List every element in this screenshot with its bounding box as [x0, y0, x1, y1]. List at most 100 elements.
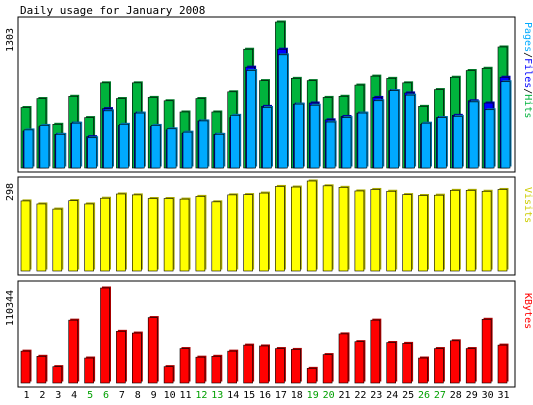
pages-bar: [389, 90, 400, 169]
day-label: 2: [39, 390, 45, 401]
kbytes-bars: [20, 286, 509, 384]
day-label: 8: [135, 390, 141, 401]
kbytes-bar: [338, 333, 349, 384]
visits-bar: [195, 196, 206, 272]
legend-files: Files: [522, 58, 533, 88]
visits-legend: Visits: [522, 187, 533, 223]
kbytes-panel-frame: [17, 280, 516, 388]
visits-bar: [179, 198, 190, 272]
kbytes-bar: [386, 342, 397, 384]
pages-bar: [198, 120, 209, 169]
day-label: 3: [55, 390, 61, 401]
visits-bar: [20, 200, 31, 272]
visits-bar: [132, 194, 142, 272]
kbytes-bar: [465, 348, 476, 384]
day-label: 23: [370, 390, 382, 401]
day-label: 5: [87, 390, 93, 401]
pages-bar: [500, 81, 511, 169]
legend-hits: Hits: [522, 94, 533, 118]
visits-bar: [116, 193, 126, 272]
pages-bar: [150, 125, 161, 169]
pages-bar: [437, 117, 447, 169]
visits-bar: [449, 190, 460, 272]
visits-bar: [259, 192, 269, 272]
day-label: 29: [466, 390, 478, 401]
chart-title: Daily usage for January 2008: [20, 4, 205, 17]
pages-bar: [23, 129, 34, 169]
kbytes-bar: [275, 348, 285, 384]
day-label: 16: [259, 390, 271, 401]
hits-panel-frame: [17, 16, 516, 173]
hits-bars: [20, 20, 512, 169]
day-label: 31: [497, 390, 509, 401]
day-label: 15: [243, 390, 255, 401]
visits-bar: [227, 194, 237, 272]
pages-bar: [262, 107, 272, 169]
kbytes-bar: [354, 341, 365, 384]
kbytes-bar: [481, 318, 492, 384]
legend-kbytes: KBytes: [522, 293, 533, 329]
visits-bar: [68, 200, 78, 272]
day-label: 19: [307, 390, 319, 401]
visits-bar: [147, 198, 158, 272]
kbytes-bar: [163, 366, 174, 384]
day-label: 4: [71, 390, 77, 401]
kbytes-bar: [402, 343, 412, 384]
pages-bar: [452, 116, 463, 169]
visits-bar: [52, 208, 63, 272]
visits-bar: [418, 195, 428, 272]
day-label: 10: [164, 390, 176, 401]
kbytes-bar: [36, 356, 47, 384]
visits-bar: [163, 198, 174, 272]
day-label: 20: [323, 390, 335, 401]
pages-bar: [357, 112, 368, 169]
pages-bar: [55, 134, 66, 169]
kbytes-bar: [179, 348, 190, 384]
pages-bar: [309, 104, 320, 169]
kbytes-bar: [195, 356, 206, 384]
visits-bar: [370, 189, 381, 272]
day-label: 28: [450, 390, 462, 401]
pages-bar: [135, 112, 145, 169]
visits-bar: [497, 189, 508, 272]
visits-bar: [306, 180, 317, 272]
kbytes-bar: [434, 348, 444, 384]
day-label: 7: [119, 390, 125, 401]
day-labels: 1 2 3 4 5 6 7 8 9 10 11 12 13 14 15 16 17 18 19 20 21 22 23 24 2…: [23, 390, 509, 401]
kbytes-bar: [116, 331, 126, 384]
kbytes-bar: [211, 356, 222, 384]
kbytes-bar: [322, 354, 333, 384]
visits-bar: [275, 186, 285, 272]
visits-bar: [84, 203, 94, 272]
kbytes-bar: [418, 357, 428, 384]
kbytes-bar: [449, 340, 460, 384]
day-label: 12: [195, 390, 207, 401]
kbytes-bar: [290, 349, 301, 384]
visits-bar: [386, 190, 397, 272]
visits-bar: [290, 186, 301, 272]
pages-bar: [341, 117, 352, 169]
day-label: 13: [211, 390, 223, 401]
visits-panel-frame: [17, 176, 516, 276]
visits-bar: [402, 194, 412, 272]
day-label: 14: [227, 390, 239, 401]
kbytes-bar: [20, 350, 31, 384]
visits-bar: [338, 187, 349, 272]
kbytes-bar: [52, 366, 63, 384]
kbytes-bar: [306, 368, 317, 384]
day-label: 26: [418, 390, 430, 401]
pages-bar: [103, 110, 113, 169]
day-label: 24: [386, 390, 398, 401]
visits-bar: [465, 190, 476, 272]
pages-bar: [182, 131, 193, 169]
kbytes-bar: [370, 319, 381, 384]
kbytes-bar: [100, 287, 110, 384]
visits-bar: [434, 194, 444, 272]
svg-text:Pages/Files/Hits: Pages/Files/Hits: [522, 22, 533, 118]
day-label: 22: [354, 390, 366, 401]
visits-bar: [100, 197, 110, 272]
visits-bar: [243, 194, 253, 272]
day-label: 25: [402, 390, 414, 401]
day-label: 9: [151, 390, 157, 401]
